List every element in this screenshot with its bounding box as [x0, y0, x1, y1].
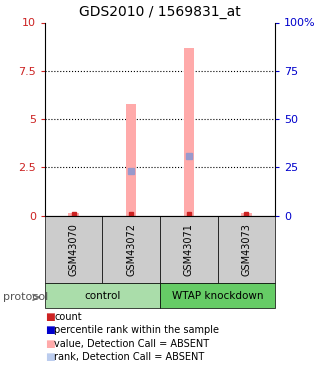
Text: ■: ■ [45, 312, 54, 322]
Text: WTAP knockdown: WTAP knockdown [172, 291, 263, 301]
Text: ■: ■ [45, 352, 54, 362]
Text: count: count [54, 312, 82, 322]
Text: GSM43071: GSM43071 [184, 224, 194, 276]
Bar [126, 104, 136, 216]
Text: GSM43072: GSM43072 [126, 223, 136, 276]
Bar [160, 283, 275, 308]
Text: GSM43070: GSM43070 [68, 224, 79, 276]
Title: GDS2010 / 1569831_at: GDS2010 / 1569831_at [79, 5, 241, 19]
Bar [68, 213, 79, 216]
Bar [241, 213, 252, 216]
Bar [102, 216, 160, 283]
Text: GSM43073: GSM43073 [241, 224, 252, 276]
Bar [45, 283, 160, 308]
Text: protocol: protocol [3, 292, 48, 302]
Bar [218, 216, 275, 283]
Text: ■: ■ [45, 326, 54, 335]
Text: control: control [84, 291, 121, 301]
Bar [184, 48, 194, 216]
Text: ■: ■ [45, 339, 54, 349]
Text: value, Detection Call = ABSENT: value, Detection Call = ABSENT [54, 339, 210, 349]
Bar [45, 216, 102, 283]
Text: rank, Detection Call = ABSENT: rank, Detection Call = ABSENT [54, 352, 205, 362]
Bar [160, 216, 218, 283]
Text: percentile rank within the sample: percentile rank within the sample [54, 326, 220, 335]
